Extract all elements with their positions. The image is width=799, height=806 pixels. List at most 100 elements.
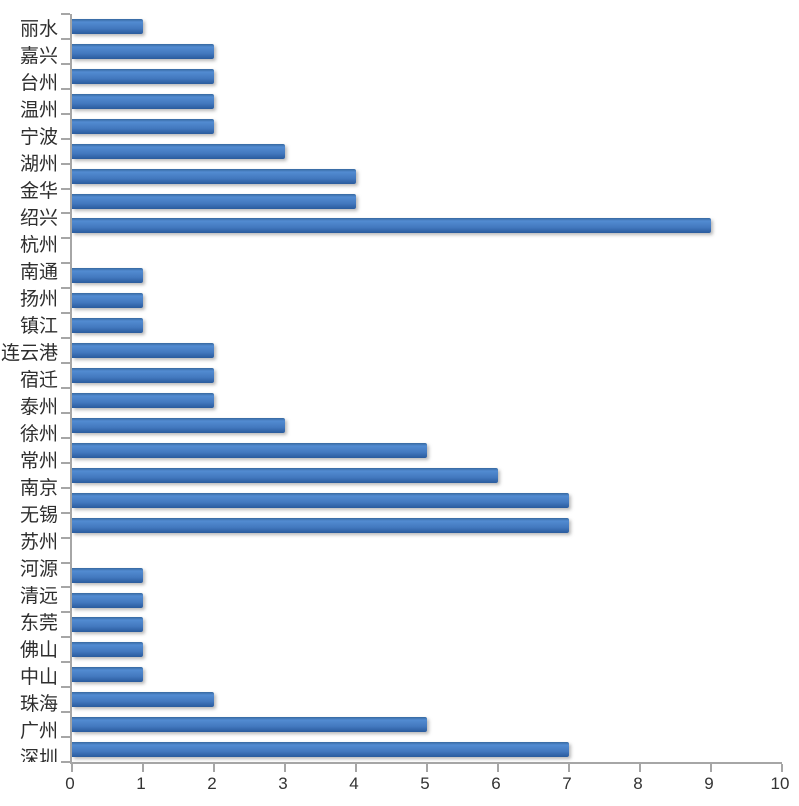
y-axis-tick (61, 536, 70, 539)
bar (72, 118, 214, 134)
y-axis-tick (61, 287, 70, 290)
y-axis-tick (61, 711, 70, 714)
y-axis-tick (61, 636, 70, 639)
category-label: 苏州 (19, 532, 58, 553)
category-label: 金华 (19, 181, 58, 202)
bar (72, 417, 285, 433)
bar-row (72, 538, 782, 563)
x-axis-labels: 0 1 2 3 4 5 6 7 8 9 10 (65, 774, 789, 798)
bar-row (72, 164, 782, 189)
category-label: 绍兴 (19, 208, 58, 229)
bar (72, 567, 143, 583)
y-axis-tick (61, 37, 70, 40)
x-axis-tick-label: 2 (207, 774, 217, 793)
bar-row (72, 14, 782, 39)
y-axis-tick (61, 686, 70, 689)
category-label: 扬州 (19, 289, 58, 310)
y-axis-tick (61, 237, 70, 240)
y-axis-tick (61, 511, 70, 514)
bars-container (72, 14, 782, 762)
bar-row (72, 363, 782, 388)
y-axis-tick (61, 137, 70, 140)
bar-row (72, 687, 782, 712)
bar (72, 692, 214, 708)
x-axis-tick (710, 764, 712, 772)
bar-row (72, 189, 782, 214)
bar-row (72, 488, 782, 513)
y-axis-tick (61, 362, 70, 365)
y-axis-tick (61, 162, 70, 165)
x-axis-tick (213, 764, 215, 772)
bar (72, 293, 143, 309)
y-axis-tick (61, 736, 70, 739)
y-axis-labels: 丽水 嘉兴 台州 温州 宁波 湖州 金华 绍兴 杭州 南通 扬州 镇江 连云港 宿迁 泰州 徐州 常州 南京 无锡苏… (0, 14, 58, 762)
bar (72, 617, 143, 633)
x-axis-tick (284, 764, 286, 772)
category-label: 台州 (19, 73, 58, 94)
bar (72, 442, 427, 458)
y-axis-tick (61, 561, 70, 564)
bar-row (72, 563, 782, 588)
category-label: 连云港 (0, 343, 58, 364)
y-axis-tick (61, 486, 70, 489)
bar (72, 143, 285, 159)
category-label: 深圳 (19, 748, 58, 762)
bar (72, 318, 143, 334)
y-axis-tick (61, 262, 70, 265)
y-axis-tick (61, 387, 70, 389)
category-label: 常州 (19, 451, 58, 472)
x-axis-tick (781, 764, 783, 772)
category-label: 杭州 (19, 235, 58, 256)
x-axis-tick-label: 9 (704, 774, 714, 793)
x-axis-tick-label: 4 (349, 774, 359, 793)
bar-row (72, 263, 782, 288)
y-axis-tick (61, 436, 70, 439)
plot-area (61, 13, 783, 772)
x-axis-tick-label: 10 (770, 774, 790, 793)
x-axis-tick (142, 764, 144, 772)
bar-row (72, 413, 782, 438)
category-label: 中山 (19, 667, 58, 688)
bar (72, 517, 569, 533)
y-axis-tick (61, 661, 70, 664)
x-axis-tick (355, 764, 357, 772)
y-axis-tick (61, 87, 70, 90)
bar (72, 717, 427, 733)
category-label: 徐州 (19, 424, 58, 445)
category-label: 宁波 (19, 127, 58, 148)
bar-row (72, 238, 782, 263)
category-label: 广州 (19, 721, 58, 742)
category-label: 温州 (19, 100, 58, 121)
category-label: 无锡 (19, 505, 58, 526)
bar-row (72, 214, 782, 239)
category-label: 湖州 (19, 154, 58, 175)
category-label: 嘉兴 (19, 46, 58, 67)
x-axis-tick-label: 6 (491, 774, 501, 793)
bar (72, 368, 214, 384)
bar (72, 742, 569, 758)
bar-row (72, 613, 782, 638)
bar-row (72, 513, 782, 538)
bar-row (72, 288, 782, 313)
category-label: 南通 (19, 262, 58, 283)
bar (72, 467, 498, 483)
bar (72, 193, 356, 209)
bar-row (72, 438, 782, 463)
bar (72, 667, 143, 683)
bar (72, 218, 711, 234)
bar-row (72, 89, 782, 114)
category-label: 河源 (19, 559, 58, 580)
x-axis-tick (71, 764, 73, 772)
y-axis-tick (61, 212, 70, 215)
x-axis-tick-label: 5 (420, 774, 430, 793)
x-axis-tick-label: 1 (136, 774, 146, 793)
bar (72, 168, 356, 184)
bar-row (72, 637, 782, 662)
y-axis-tick (61, 611, 70, 614)
y-axis-tick (61, 13, 70, 15)
bar (72, 343, 214, 359)
y-axis-tick (61, 187, 70, 190)
bar-row (72, 338, 782, 363)
x-axis-tick-label: 8 (633, 774, 643, 793)
